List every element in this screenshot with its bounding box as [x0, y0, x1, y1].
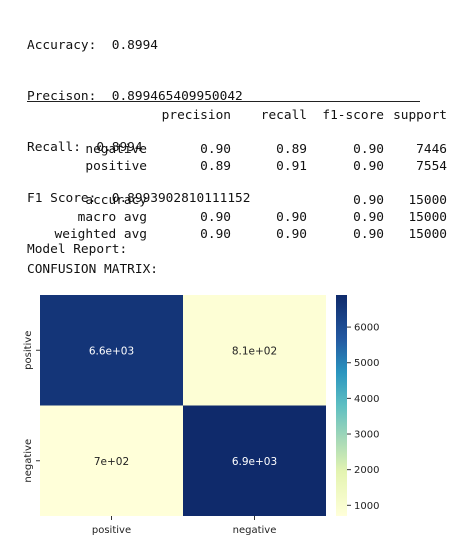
colorbar-tick-label: 1000	[354, 501, 379, 512]
report-header-row: precision recall f1-score support	[27, 107, 447, 124]
confusion-matrix-heatmap: 6.6e+03 8.1e+02 7e+02 6.9e+03 positive negati…	[23, 295, 379, 536]
header-support: support	[393, 108, 447, 123]
row-support: 7554	[416, 159, 447, 174]
x-tick-label: negative	[233, 525, 277, 536]
row-precision: 0.90	[200, 142, 231, 157]
row-recall: 0.90	[276, 210, 307, 225]
colorbar-tick-label: 2000	[354, 465, 379, 476]
row-f1: 0.90	[353, 193, 384, 208]
confusion-matrix-title: CONFUSION MATRIX:	[27, 262, 158, 277]
header-recall: recall	[260, 108, 307, 123]
precision-line: Precison: 0.899465409950042	[27, 89, 243, 104]
metrics-output: Accuracy: 0.8994 Precison: 0.89946540995…	[27, 3, 250, 275]
header-precision: precision	[161, 108, 231, 123]
heatmap-cell-annotation: 6.6e+03	[89, 345, 134, 357]
row-precision: 0.90	[200, 210, 231, 225]
row-f1: 0.90	[353, 142, 384, 157]
row-recall: 0.89	[276, 142, 307, 157]
row-f1: 0.90	[353, 210, 384, 225]
accuracy-line: Accuracy: 0.8994	[27, 38, 158, 53]
row-support: 15000	[408, 210, 447, 225]
colorbar-tick-label: 3000	[354, 430, 379, 441]
heatmap-cell-annotation: 7e+02	[94, 456, 129, 468]
heatmap-cell	[183, 405, 326, 516]
row-label: negative	[85, 142, 147, 157]
row-label: macro avg	[77, 210, 147, 225]
colorbar-tick-label: 5000	[354, 358, 379, 369]
row-label: accuracy	[85, 193, 147, 208]
row-f1: 0.90	[353, 227, 384, 242]
row-label: weighted avg	[54, 227, 147, 242]
report-divider	[27, 101, 420, 102]
report-row-weighted-avg: weighted avg 0.90 0.90 0.90 15000	[27, 226, 447, 243]
report-row-accuracy: accuracy 0.90 15000	[27, 192, 447, 209]
header-f1: f1-score	[322, 108, 384, 123]
heatmap-cell-annotation: 8.1e+02	[232, 345, 277, 357]
row-label: positive	[85, 159, 147, 174]
heatmap-cell	[183, 295, 326, 406]
row-support: 15000	[408, 227, 447, 242]
row-precision: 0.89	[200, 159, 231, 174]
colorbar	[336, 295, 347, 516]
report-row-positive: positive 0.89 0.91 0.90 7554	[27, 158, 447, 175]
report-row-macro-avg: macro avg 0.90 0.90 0.90 15000	[27, 209, 447, 226]
colorbar-tick-label: 6000	[354, 323, 379, 334]
row-support: 15000	[408, 193, 447, 208]
row-precision: 0.90	[200, 227, 231, 242]
model-report-title: Model Report:	[27, 242, 128, 257]
recall-line: Recall: 0.8994	[27, 140, 143, 155]
heatmap-cell-annotation: 6.9e+03	[232, 456, 277, 468]
report-row-negative: negative 0.90 0.89 0.90 7446	[27, 141, 447, 158]
heatmap-cell	[40, 405, 183, 516]
row-recall: 0.90	[276, 227, 307, 242]
row-recall: 0.91	[276, 159, 307, 174]
colorbar-tick-label: 4000	[354, 394, 379, 405]
row-support: 7446	[416, 142, 447, 157]
y-tick-label: negative	[23, 439, 34, 483]
f1-line: F1 Score: 0.8993902810111152	[27, 191, 251, 206]
y-tick-label: positive	[23, 331, 34, 370]
row-f1: 0.90	[353, 159, 384, 174]
heatmap-cell	[40, 295, 183, 406]
x-tick-label: positive	[92, 525, 131, 536]
